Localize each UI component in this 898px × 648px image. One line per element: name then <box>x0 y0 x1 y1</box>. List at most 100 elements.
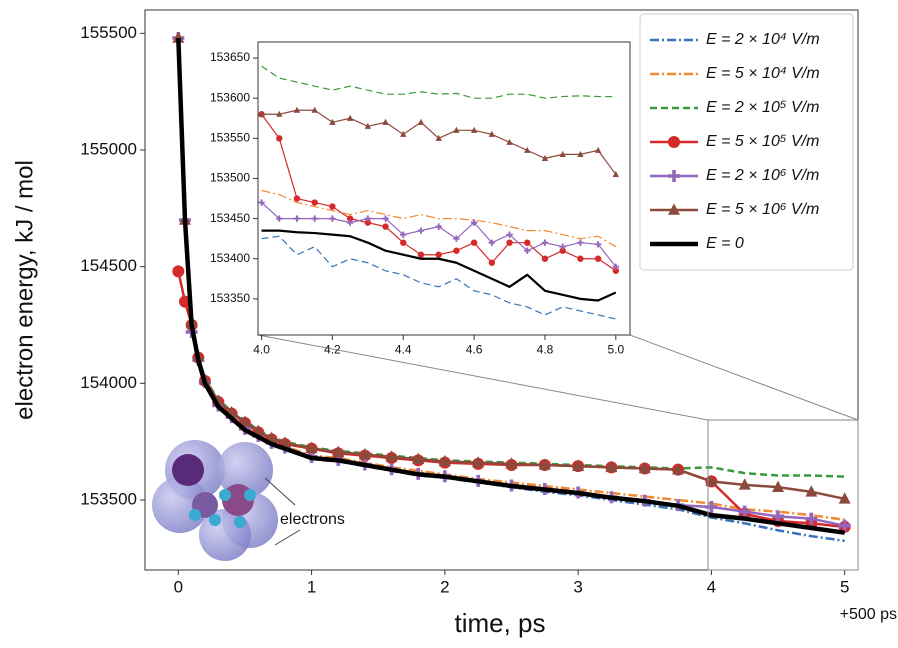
series-line <box>261 65 616 99</box>
marker <box>738 505 751 518</box>
marker <box>541 255 549 262</box>
marker <box>594 146 602 153</box>
legend-label: E = 5 × 10⁴ V/m <box>706 65 820 82</box>
y-tick-label: 153550 <box>210 131 250 145</box>
marker <box>346 215 354 222</box>
series-group <box>172 31 851 543</box>
marker <box>417 227 425 234</box>
marker <box>400 130 407 137</box>
marker <box>293 106 301 113</box>
y-tick-label: 154000 <box>80 373 137 392</box>
plot-frame <box>257 41 631 336</box>
marker <box>435 251 442 258</box>
marker <box>453 235 460 242</box>
marker <box>524 239 531 246</box>
marker <box>364 215 372 222</box>
x-tick-label: 4 <box>707 578 716 597</box>
marker <box>417 251 425 258</box>
marker <box>470 219 478 226</box>
marker <box>838 492 851 504</box>
legend-label: E = 0 <box>706 235 744 252</box>
inset-plot: 4.0 4.2 4.4 4.6 4.8 5.0 153350 153400 153450 1535… <box>210 41 631 356</box>
marker <box>470 126 478 133</box>
marker <box>382 223 389 230</box>
x-axis-title: time, ps <box>454 608 545 638</box>
marker <box>417 118 425 125</box>
y-tick-label: 155000 <box>80 139 137 158</box>
marker <box>805 512 818 525</box>
marker <box>559 247 566 254</box>
x-tick-label: 4.6 <box>466 342 483 356</box>
legend-marker <box>668 203 680 215</box>
marker <box>258 110 265 117</box>
marker <box>559 243 566 250</box>
zoom-indicator <box>257 334 859 571</box>
marker <box>638 461 651 474</box>
marker <box>278 436 291 448</box>
x-tick-label: 4.4 <box>395 342 412 356</box>
marker <box>293 215 301 222</box>
legend-label: E = 5 × 10⁶ V/m <box>706 201 819 218</box>
marker <box>594 241 602 248</box>
marker <box>612 170 620 178</box>
x-tick-label: 5 <box>840 578 849 597</box>
inset-background <box>258 42 630 335</box>
marker <box>358 447 371 460</box>
marker <box>524 247 531 254</box>
marker <box>329 215 336 222</box>
plot-frame <box>144 9 859 571</box>
marker <box>577 239 584 246</box>
legend-label: E = 2 × 10⁴ V/m <box>706 31 820 48</box>
marker <box>506 239 513 246</box>
y-tick-label: 154500 <box>80 256 137 275</box>
marker <box>311 215 318 222</box>
marker <box>329 118 336 125</box>
y-tick-label: 153350 <box>210 291 250 305</box>
marker <box>772 480 785 492</box>
marker <box>364 219 372 226</box>
marker <box>276 215 283 222</box>
x-tick-label: 5.0 <box>607 342 624 356</box>
marker <box>506 138 513 145</box>
marker <box>488 259 496 266</box>
marker <box>488 239 496 246</box>
series-line <box>261 235 616 320</box>
x-tick-label: 0 <box>174 578 183 597</box>
x-tick-label: 1 <box>307 578 316 597</box>
marker <box>435 223 442 230</box>
series-line <box>261 189 617 248</box>
marker <box>276 135 283 142</box>
marker <box>572 459 585 471</box>
marker <box>438 454 451 467</box>
marker <box>346 114 354 121</box>
marker <box>435 134 442 141</box>
marker <box>311 106 318 113</box>
marker <box>470 239 478 246</box>
marker <box>346 219 354 226</box>
y-tick-label: 153500 <box>80 489 137 508</box>
marker <box>453 126 460 133</box>
x-tick-label: 4.8 <box>537 342 554 356</box>
legend-label: E = 2 × 10⁶ V/m <box>706 167 819 184</box>
series-line <box>176 37 845 535</box>
marker <box>838 519 851 532</box>
marker <box>400 231 407 238</box>
series-line <box>261 229 617 302</box>
marker <box>453 247 460 254</box>
marker <box>612 267 620 274</box>
y-axis-title: electron energy, kJ / mol <box>11 160 38 420</box>
marker <box>258 199 265 206</box>
marker <box>705 501 718 513</box>
marker <box>524 146 531 153</box>
marker <box>505 457 518 469</box>
marker <box>412 452 425 464</box>
marker <box>672 463 685 475</box>
x-note: +500 ps <box>840 606 897 623</box>
marker <box>305 441 318 453</box>
y-tick-label: 153450 <box>210 211 250 225</box>
marker <box>805 485 818 497</box>
y-tick-label: 155500 <box>80 23 137 42</box>
marker <box>577 255 584 262</box>
annotation: electrons <box>280 511 345 528</box>
